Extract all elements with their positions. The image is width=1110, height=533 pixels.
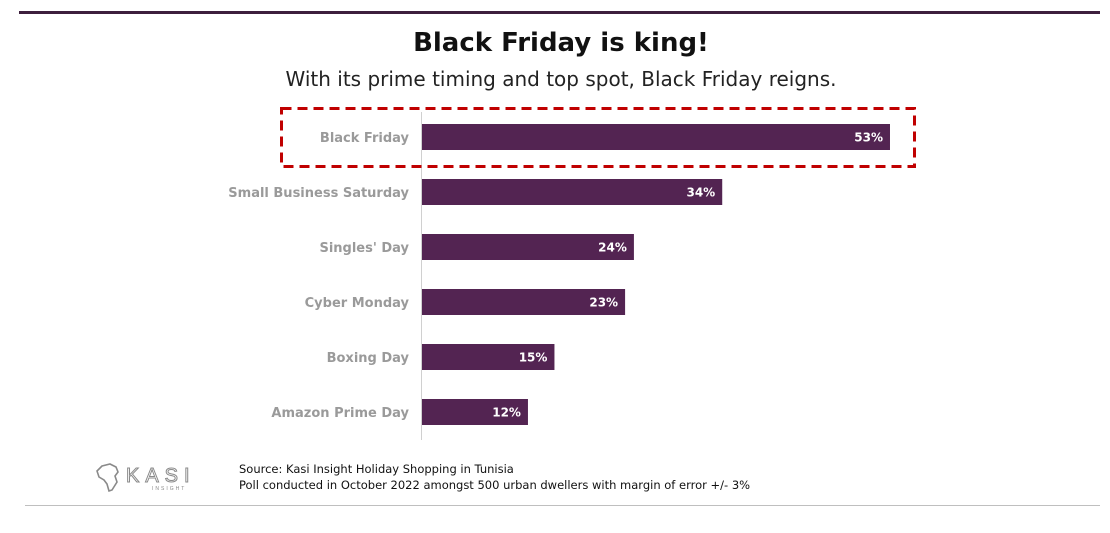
value-label: 15% [519, 351, 548, 365]
bar [422, 399, 528, 425]
source-note: Source: Kasi Insight Holiday Shopping in… [239, 461, 750, 493]
category-label: Amazon Prime Day [271, 406, 409, 421]
bar [422, 234, 634, 260]
bars-group: Black Friday 53% Small Business Saturday 34… [228, 124, 890, 425]
bar [422, 179, 723, 205]
highlight-box [280, 107, 916, 168]
value-label: 12% [492, 406, 521, 420]
category-label: Boxing Day [327, 351, 410, 366]
category-label: Cyber Monday [305, 296, 410, 311]
category-label: Singles' Day [319, 241, 409, 256]
source-line-2: Poll conducted in October 2022 amongst 5… [239, 478, 751, 492]
africa-map-icon [96, 463, 119, 493]
top-rule [19, 11, 1100, 14]
logo-wordmark: KASI [126, 465, 196, 487]
value-label: 34% [686, 186, 715, 200]
kasi-insight-logo: KASI INSIGHT [96, 463, 196, 493]
category-label: Black Friday [320, 131, 410, 146]
value-label: 23% [589, 296, 618, 310]
logo-subtext: INSIGHT [152, 486, 186, 492]
bottom-rule [25, 505, 1100, 506]
bar [422, 124, 890, 150]
category-label: Small Business Saturday [228, 186, 409, 201]
bar [422, 344, 555, 370]
value-label: 24% [598, 241, 627, 255]
bar [422, 289, 626, 315]
source-line-1: Source: Kasi Insight Holiday Shopping in… [239, 462, 514, 476]
chart-title: Black Friday is king! [413, 28, 709, 58]
chart-subtitle: With its prime timing and top spot, Blac… [285, 67, 837, 91]
value-label: 53% [854, 131, 883, 145]
